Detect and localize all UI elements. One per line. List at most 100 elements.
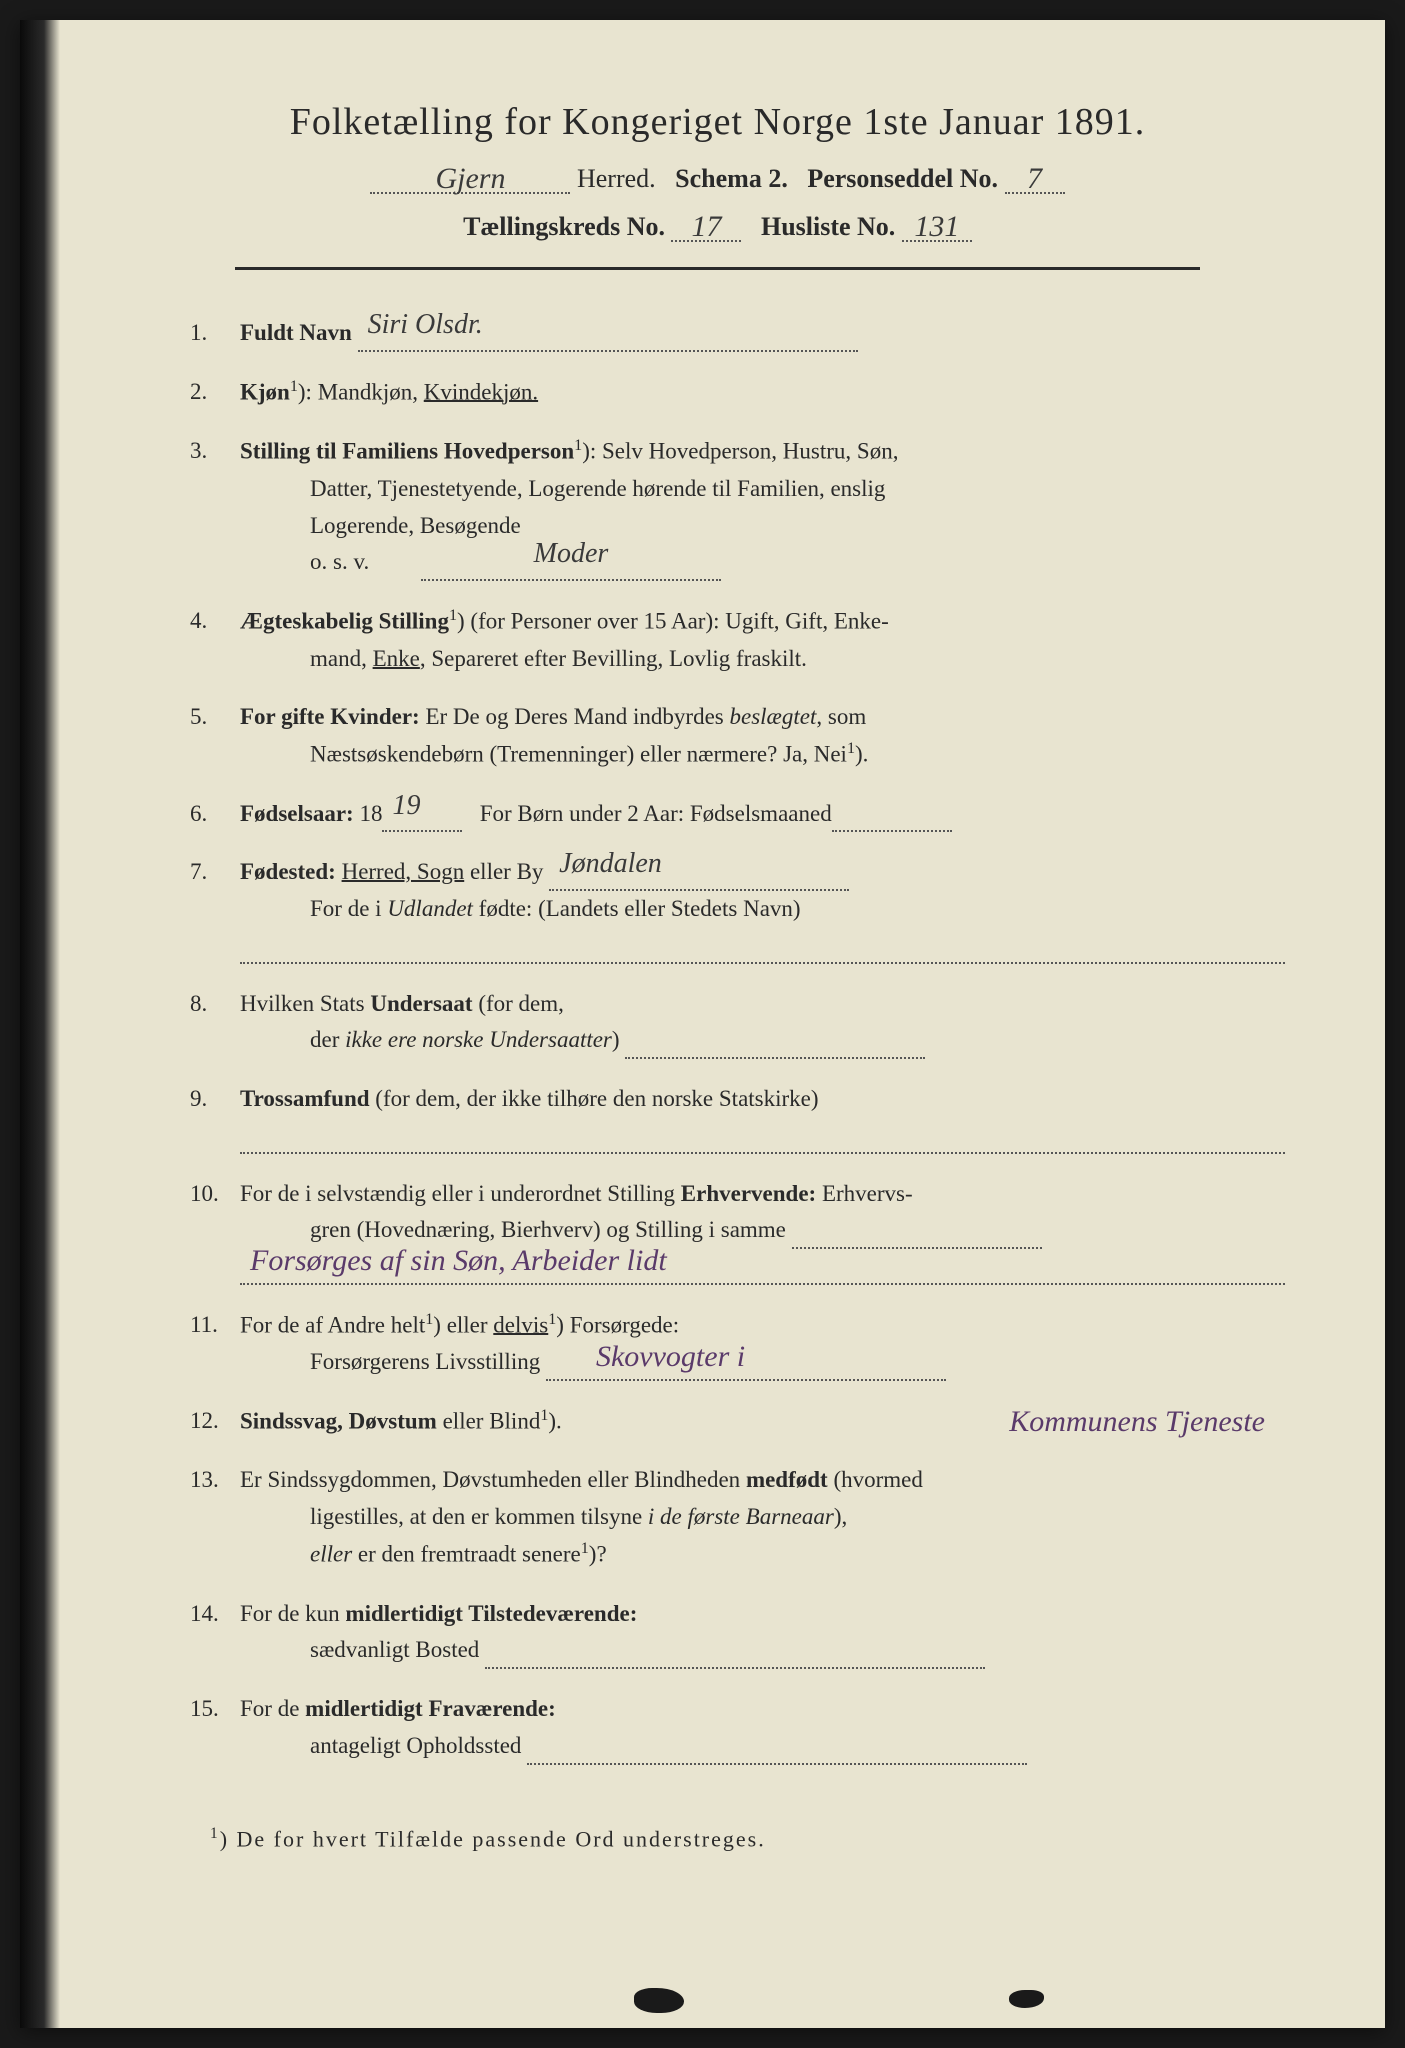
item-7-number: 7.	[190, 854, 240, 963]
item-5: 5. For gifte Kvinder: Er De og Deres Man…	[190, 699, 1285, 773]
document-page: Folketælling for Kongeriget Norge 1ste J…	[20, 20, 1385, 2028]
item-13-text3: ligestilles, at den er kommen tilsyne	[310, 1504, 648, 1529]
item-15-number: 15.	[190, 1691, 240, 1765]
item-2-number: 2.	[190, 374, 240, 411]
item-3-text1: ): Selv Hovedperson, Hustru, Søn,	[582, 439, 898, 464]
item-14-number: 14.	[190, 1596, 240, 1670]
item-3-content: Stilling til Familiens Hovedperson1): Se…	[240, 433, 1285, 581]
item-14-label: midlertidigt Tilstedeværende:	[345, 1601, 637, 1626]
item-2-underlined: Kvindekjøn.	[424, 379, 538, 404]
item-5-text3: Næstsøskendebørn (Tremenninger) eller næ…	[310, 742, 847, 767]
ink-blot	[634, 1988, 684, 2013]
item-3-label: Stilling til Familiens Hovedperson	[240, 439, 574, 464]
item-13-italic2: eller	[310, 1542, 352, 1567]
item-10-field1	[792, 1222, 1042, 1250]
item-12-number: 12.	[190, 1403, 240, 1440]
item-9-number: 9.	[190, 1081, 240, 1153]
item-11-field: Skovvogter i	[546, 1353, 946, 1381]
item-3-number: 3.	[190, 433, 240, 581]
item-1: 1. Fuldt Navn Siri Olsdr.	[190, 315, 1285, 352]
item-13-text2: (hvormed	[828, 1467, 923, 1492]
item-7-label: Fødested:	[240, 859, 336, 884]
personseddel-label: Personseddel No.	[807, 164, 998, 193]
item-10-text2: Erhvervs-	[816, 1181, 912, 1206]
herred-field: Gjern	[370, 192, 570, 194]
item-8-number: 8.	[190, 986, 240, 1060]
item-8-text1: Hvilken Stats	[240, 991, 370, 1016]
item-14-field	[485, 1642, 985, 1670]
item-14: 14. For de kun midlertidigt Tilstedevære…	[190, 1596, 1285, 1670]
item-7-italic: Udlandet	[387, 896, 473, 921]
item-8-italic: ikke ere norske Undersaatter	[345, 1027, 612, 1052]
item-13-text5: er den fremtraadt senere	[352, 1542, 581, 1567]
item-10: 10. For de i selvstændig eller i underor…	[190, 1176, 1285, 1285]
item-5-text2: , som	[816, 704, 866, 729]
item-7-underlined: Herred, Sogn	[342, 859, 465, 884]
item-6-number: 6.	[190, 796, 240, 833]
item-15-text2: antageligt Opholdssted	[310, 1733, 521, 1758]
item-7-text1: eller By	[464, 859, 543, 884]
item-6-field2	[832, 805, 952, 833]
item-10-field2: Forsørges af sin Søn, Arbeider lidt	[240, 1257, 1285, 1285]
item-8-text4: )	[612, 1027, 620, 1052]
item-11-handwritten: Skovvogter i	[596, 1333, 745, 1381]
item-8-field	[625, 1032, 925, 1060]
item-8: 8. Hvilken Stats Undersaat (for dem, der…	[190, 986, 1285, 1060]
item-5-sup: 1	[847, 740, 855, 757]
item-7: 7. Fødested: Herred, Sogn eller By Jønda…	[190, 854, 1285, 963]
item-8-content: Hvilken Stats Undersaat (for dem, der ik…	[240, 986, 1285, 1060]
item-12-text2: ).	[548, 1409, 561, 1434]
item-10-content: For de i selvstændig eller i underordnet…	[240, 1176, 1285, 1285]
item-3: 3. Stilling til Familiens Hovedperson1):…	[190, 433, 1285, 581]
item-12-content: Sindssvag, Døvstum eller Blind1). Kommun…	[240, 1403, 1285, 1440]
item-13-text4: ),	[834, 1504, 847, 1529]
item-11-number: 11.	[190, 1307, 240, 1381]
footnote-sup: 1	[210, 1825, 220, 1842]
item-9: 9. Trossamfund (for dem, der ikke tilhør…	[190, 1081, 1285, 1153]
item-4-number: 4.	[190, 603, 240, 677]
item-4-text1: ) (for Personer over 15 Aar): Ugift, Gif…	[457, 609, 889, 634]
item-6-field1: 19	[382, 805, 462, 833]
item-5-number: 5.	[190, 699, 240, 773]
personseddel-handwritten: 7	[1027, 162, 1042, 196]
footnote-text: ) De for hvert Tilfælde passende Ord und…	[220, 1826, 766, 1851]
item-5-content: For gifte Kvinder: Er De og Deres Mand i…	[240, 699, 1285, 773]
tk-field: 17	[671, 240, 741, 242]
item-10-text1: For de i selvstændig eller i underordnet…	[240, 1181, 681, 1206]
item-1-field: Siri Olsdr.	[358, 324, 858, 352]
item-3-text4: o. s. v.	[310, 549, 369, 574]
item-3-sup: 1	[574, 437, 582, 454]
item-6-text2: For Børn under 2 Aar: Fødselsmaaned	[480, 801, 832, 826]
form-list: 1. Fuldt Navn Siri Olsdr. 2. Kjøn1): Man…	[150, 315, 1285, 1765]
item-9-text: (for dem, der ikke tilhøre den norske St…	[370, 1086, 819, 1111]
item-15-text1: For de	[240, 1696, 305, 1721]
item-3-field: Moder	[421, 554, 721, 582]
item-3-text2: Datter, Tjenestetyende, Logerende hørend…	[310, 471, 1285, 508]
item-1-number: 1.	[190, 315, 240, 352]
item-10-label: Erhvervende:	[681, 1181, 816, 1206]
item-14-text1: For de kun	[240, 1601, 345, 1626]
item-1-handwritten: Siri Olsdr.	[368, 303, 483, 348]
item-11: 11. For de af Andre helt1) eller delvis1…	[190, 1307, 1285, 1381]
item-6: 6. Fødselsaar: 1819 For Børn under 2 Aar…	[190, 796, 1285, 833]
header-divider	[235, 267, 1200, 270]
item-15: 15. For de midlertidigt Fraværende: anta…	[190, 1691, 1285, 1765]
item-1-label: Fuldt Navn	[240, 320, 352, 345]
item-13-text6: )?	[589, 1542, 607, 1567]
item-3-text3: Logerende, Besøgende	[310, 508, 1285, 545]
tk-label: Tællingskreds No.	[463, 212, 665, 241]
item-4-text3: , Separeret efter Bevilling, Lovlig fras…	[420, 646, 807, 671]
header-line-2: Tællingskreds No. 17 Husliste No. 131	[150, 212, 1285, 242]
item-1-content: Fuldt Navn Siri Olsdr.	[240, 315, 1285, 352]
item-13-italic1: i de første Barneaar	[648, 1504, 834, 1529]
husliste-handwritten: 131	[914, 210, 959, 244]
item-11-text2: ) eller	[433, 1312, 493, 1337]
item-11-line2: Forsørgerens Livsstilling Skovvogter i	[310, 1344, 1285, 1381]
item-11-underlined: delvis	[493, 1312, 548, 1337]
item-2: 2. Kjøn1): Mandkjøn, Kvindekjøn.	[190, 374, 1285, 411]
item-13-number: 13.	[190, 1462, 240, 1573]
item-9-label: Trossamfund	[240, 1086, 370, 1111]
item-12-handwritten: Kommunens Tjeneste	[1009, 1398, 1265, 1446]
item-2-text: ): Mandkjøn,	[298, 379, 424, 404]
item-6-content: Fødselsaar: 1819 For Børn under 2 Aar: F…	[240, 796, 1285, 833]
